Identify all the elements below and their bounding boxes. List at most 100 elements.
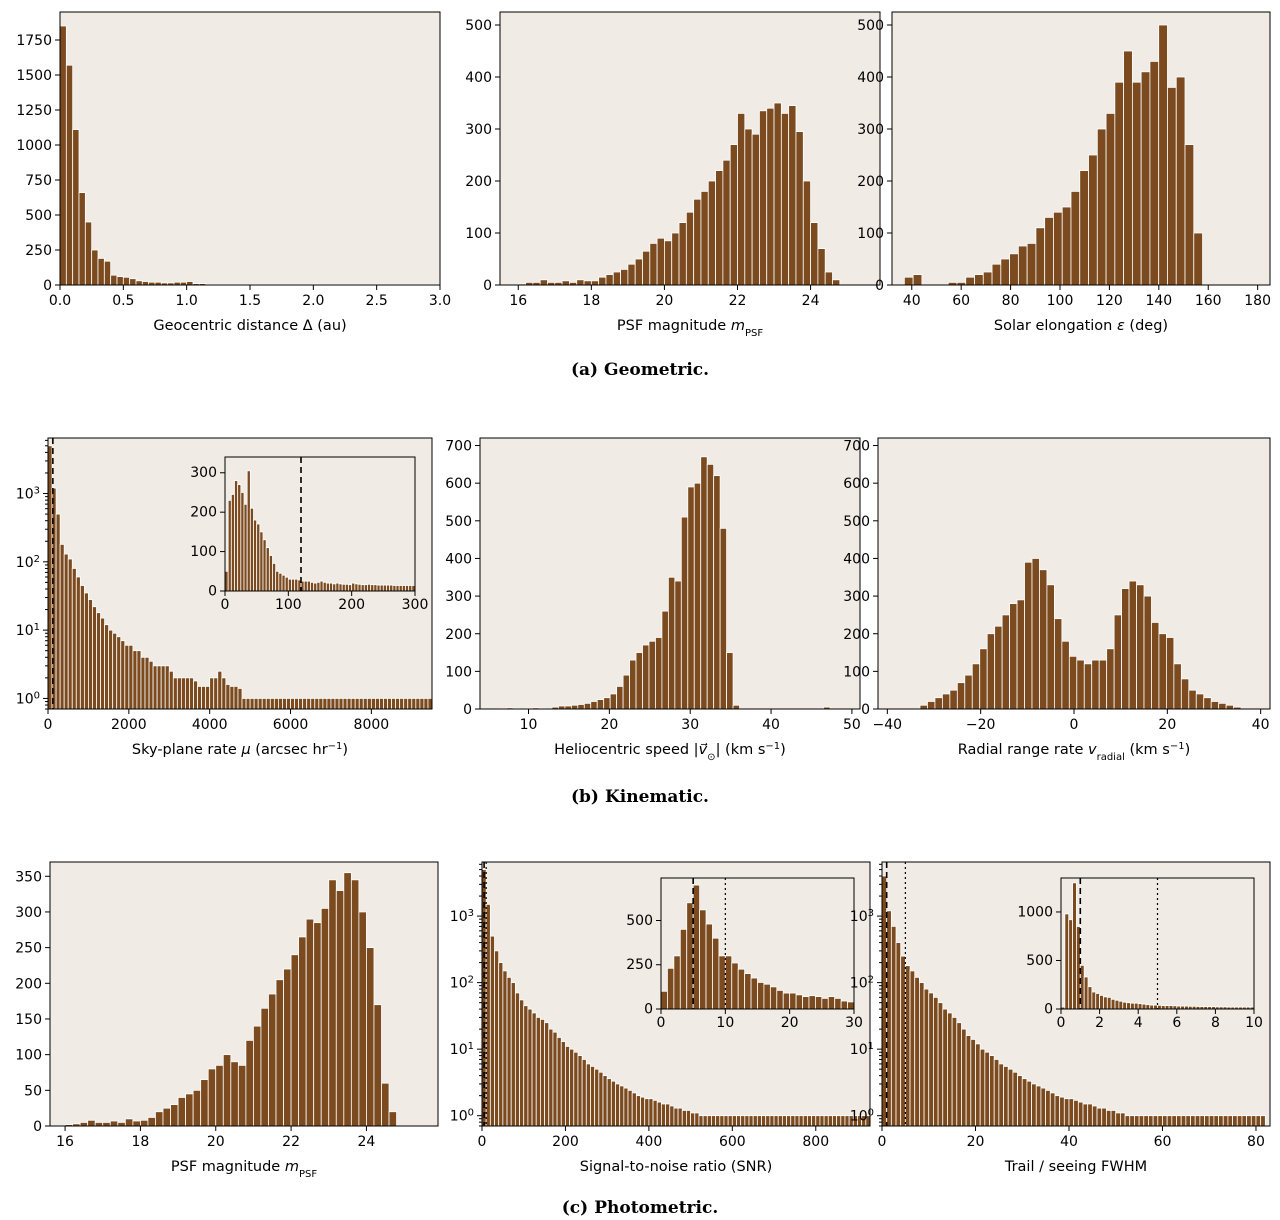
- histogram-bar: [665, 1103, 671, 1127]
- x-axis-label: Signal-to-noise ratio (SNR): [580, 1159, 773, 1175]
- histogram-bar: [283, 968, 292, 1127]
- histogram-bar: [965, 276, 975, 286]
- x-tick-label: 30: [681, 717, 699, 733]
- histogram-bar: [168, 670, 174, 710]
- histogram-bar: [78, 192, 86, 286]
- histogram-bar: [237, 1064, 247, 1127]
- histogram-bar: [794, 1115, 800, 1127]
- histogram-bar: [72, 129, 80, 286]
- histogram-bar: [715, 1115, 721, 1127]
- y-tick-label: 700: [445, 439, 472, 455]
- histogram-bar: [700, 456, 708, 710]
- inset-x-tick-label: 4: [1134, 1015, 1143, 1031]
- histogram-bar: [984, 1051, 990, 1127]
- x-tick-label: 80: [1002, 293, 1020, 309]
- histogram-bar: [561, 280, 570, 286]
- x-tick-label: 0.0: [49, 293, 71, 309]
- histogram-bar: [108, 629, 114, 710]
- histogram-bar: [694, 1112, 700, 1127]
- histogram-bar: [100, 617, 105, 710]
- histogram-bar: [63, 553, 69, 710]
- histogram-bar: [277, 698, 283, 710]
- histogram-bar: [1121, 588, 1130, 710]
- x-tick-label: 800: [802, 1134, 829, 1150]
- histogram-bar: [233, 685, 239, 710]
- histogram-bar: [744, 128, 753, 286]
- histogram-bar: [1255, 1115, 1262, 1127]
- y-tick-label: 102: [16, 553, 40, 571]
- histogram-bar: [249, 698, 255, 710]
- histogram-bar: [79, 1122, 89, 1127]
- histogram-bar: [1068, 1098, 1075, 1127]
- y-tick-label: 200: [843, 627, 870, 643]
- histogram-bar: [358, 911, 367, 1127]
- histogram-bar: [711, 1115, 717, 1127]
- histogram-bar: [1077, 1101, 1084, 1127]
- y-tick-label: 500: [445, 514, 472, 530]
- x-tick-label: 24: [802, 293, 820, 309]
- histogram-bar: [1158, 633, 1167, 710]
- histogram-bar: [189, 677, 194, 710]
- histogram-bar: [610, 1080, 616, 1127]
- histogram-bar: [634, 258, 643, 286]
- histogram-bar: [132, 650, 138, 710]
- inset-histogram-bar: [376, 584, 381, 592]
- histogram-bar: [103, 260, 112, 286]
- inset-histogram-bar: [341, 583, 346, 592]
- histogram-bar: [951, 1017, 958, 1127]
- histogram-bar: [1171, 1115, 1177, 1127]
- axes-frame: [479, 437, 861, 710]
- histogram-bar: [1076, 659, 1085, 710]
- histogram-bar: [982, 271, 993, 286]
- histogram-bar: [934, 697, 943, 710]
- histogram-bar: [544, 1022, 550, 1127]
- inset-histogram-bar: [757, 982, 765, 1010]
- y-tick-label: 150: [15, 1012, 42, 1028]
- histogram-bar: [802, 1115, 808, 1127]
- inset-x-tick-label: 20: [781, 1015, 799, 1031]
- histogram-bar: [560, 1041, 566, 1127]
- inset-histogram-bar: [395, 585, 400, 592]
- inset-histogram-bar: [360, 584, 365, 592]
- histogram-bar: [1241, 1115, 1248, 1127]
- histogram-bar: [1082, 1103, 1089, 1127]
- histogram-bar: [765, 1115, 771, 1127]
- histogram-bar: [1088, 154, 1098, 286]
- inset-histogram-bar: [243, 503, 248, 592]
- histogram-bar: [994, 625, 1003, 710]
- histogram-bar: [1001, 614, 1011, 710]
- histogram-bar: [552, 1031, 558, 1127]
- histogram-bar: [253, 1025, 262, 1127]
- inset-histogram-bar: [335, 582, 340, 592]
- inset-histogram-bar: [1095, 993, 1100, 1010]
- histogram-bar: [290, 954, 300, 1127]
- histogram-bar: [201, 685, 207, 710]
- inset-histogram-bar: [256, 523, 261, 592]
- histogram-bar: [664, 240, 673, 286]
- histogram-bar: [1046, 584, 1055, 710]
- histogram-bar: [498, 962, 504, 1127]
- inset-histogram-bar: [401, 585, 406, 592]
- histogram-bar: [1176, 1115, 1182, 1127]
- histogram-bar: [1195, 693, 1205, 710]
- x-tick-label: −40: [873, 717, 903, 733]
- inset-x-tick-label: 0: [1057, 1015, 1066, 1031]
- inset-histogram-bar: [303, 580, 308, 592]
- histogram-bar: [391, 698, 397, 710]
- y-tick-label: 300: [843, 589, 870, 605]
- histogram-bar: [217, 670, 223, 710]
- histogram-bar: [523, 1005, 529, 1127]
- histogram-bar: [221, 677, 227, 710]
- histogram-bar: [172, 677, 178, 710]
- inset-histogram-bar: [847, 1001, 855, 1010]
- x-axis-label: Radial range rate vradial (km s−1): [958, 741, 1190, 763]
- x-tick-label: 180: [1244, 293, 1271, 309]
- inset-histogram-bar: [1130, 1002, 1135, 1010]
- y-tick-label: 500: [843, 514, 870, 530]
- x-axis-label: PSF magnitude mPSF: [171, 1159, 317, 1180]
- histogram-bar: [642, 250, 651, 286]
- y-tick-label: 300: [15, 905, 42, 921]
- histogram-bar: [1012, 1071, 1018, 1127]
- histogram-bar: [156, 665, 162, 710]
- histogram-bar: [740, 1115, 746, 1127]
